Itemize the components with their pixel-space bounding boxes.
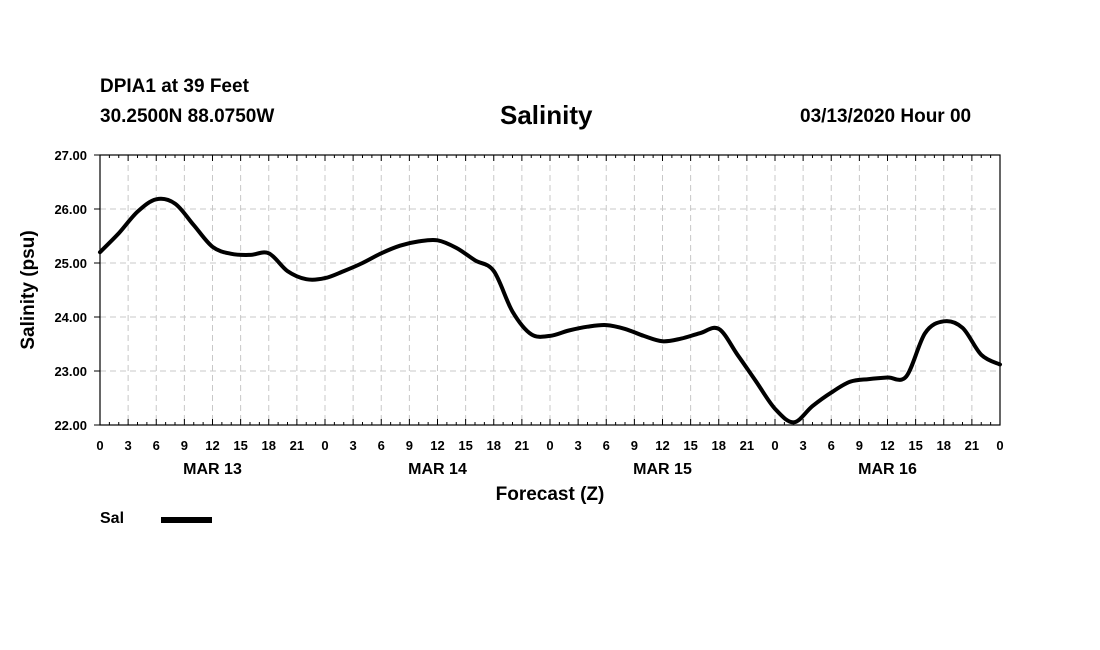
x-tick-label: 3 xyxy=(125,438,132,453)
x-tick-label: 12 xyxy=(205,438,219,453)
x-tick-label: 9 xyxy=(856,438,863,453)
day-label: MAR 13 xyxy=(183,461,242,478)
legend-label: Sal xyxy=(100,510,125,527)
x-tick-label: 18 xyxy=(262,438,276,453)
forecast-timestamp: 03/13/2020 Hour 00 xyxy=(800,106,972,127)
x-tick-label: 0 xyxy=(96,438,103,453)
y-tick-label: 25.00 xyxy=(54,256,87,271)
day-labels: MAR 13 MAR 14 MAR 15 MAR 16 xyxy=(183,461,917,478)
x-tick-label: 18 xyxy=(487,438,501,453)
chart-title: Salinity xyxy=(500,100,593,130)
y-tick-label: 22.00 xyxy=(54,418,87,433)
x-tick-label: 9 xyxy=(406,438,413,453)
station-coordinates: 30.2500N 88.0750W xyxy=(100,106,275,127)
x-tick-label: 6 xyxy=(828,438,835,453)
x-tick-label: 3 xyxy=(800,438,807,453)
x-tick-label: 9 xyxy=(181,438,188,453)
x-tick-label: 6 xyxy=(153,438,160,453)
x-tick-label: 21 xyxy=(965,438,979,453)
x-tick-label: 3 xyxy=(350,438,357,453)
x-tick-label: 12 xyxy=(880,438,894,453)
x-tick-label: 9 xyxy=(631,438,638,453)
x-tick-label: 6 xyxy=(603,438,610,453)
x-tick-label: 15 xyxy=(233,438,247,453)
x-tick-label: 0 xyxy=(996,438,1003,453)
x-tick-label: 0 xyxy=(546,438,553,453)
x-tick-label: 21 xyxy=(740,438,754,453)
day-label: MAR 15 xyxy=(633,461,692,478)
day-label: MAR 14 xyxy=(408,461,467,478)
x-tick-label: 12 xyxy=(655,438,669,453)
x-axis-title: Forecast (Z) xyxy=(496,484,605,505)
station-name: DPIA1 at 39 Feet xyxy=(100,76,249,97)
day-label: MAR 16 xyxy=(858,461,917,478)
y-tick-label: 24.00 xyxy=(54,310,87,325)
x-tick-label: 15 xyxy=(908,438,922,453)
y-tick-labels: 27.00 26.00 25.00 24.00 23.00 22.00 xyxy=(54,148,87,433)
x-tick-label: 3 xyxy=(575,438,582,453)
x-tick-label: 18 xyxy=(937,438,951,453)
x-tick-label: 18 xyxy=(712,438,726,453)
legend-swatch xyxy=(161,517,212,523)
y-axis-title: Salinity (psu) xyxy=(18,230,39,349)
x-tick-labels: 0 3 6 9 12 15 18 21 0 3 6 9 12 15 18 21 0 3 6 9 12 15 18 21 0 3 6 9… xyxy=(96,438,1003,453)
x-tick-label: 0 xyxy=(771,438,778,453)
x-tick-label: 21 xyxy=(290,438,304,453)
x-tick-label: 12 xyxy=(430,438,444,453)
x-tick-label: 21 xyxy=(515,438,529,453)
tick-layer xyxy=(94,154,1001,426)
y-tick-label: 27.00 xyxy=(54,148,87,163)
x-tick-label: 15 xyxy=(683,438,697,453)
plot-frame xyxy=(99,154,1001,426)
series-line-sal xyxy=(98,196,1002,425)
x-tick-label: 6 xyxy=(378,438,385,453)
y-tick-label: 23.00 xyxy=(54,364,87,379)
x-tick-label: 15 xyxy=(458,438,472,453)
y-tick-label: 26.00 xyxy=(54,202,87,217)
grid-layer xyxy=(100,155,1000,425)
x-tick-label: 0 xyxy=(321,438,328,453)
